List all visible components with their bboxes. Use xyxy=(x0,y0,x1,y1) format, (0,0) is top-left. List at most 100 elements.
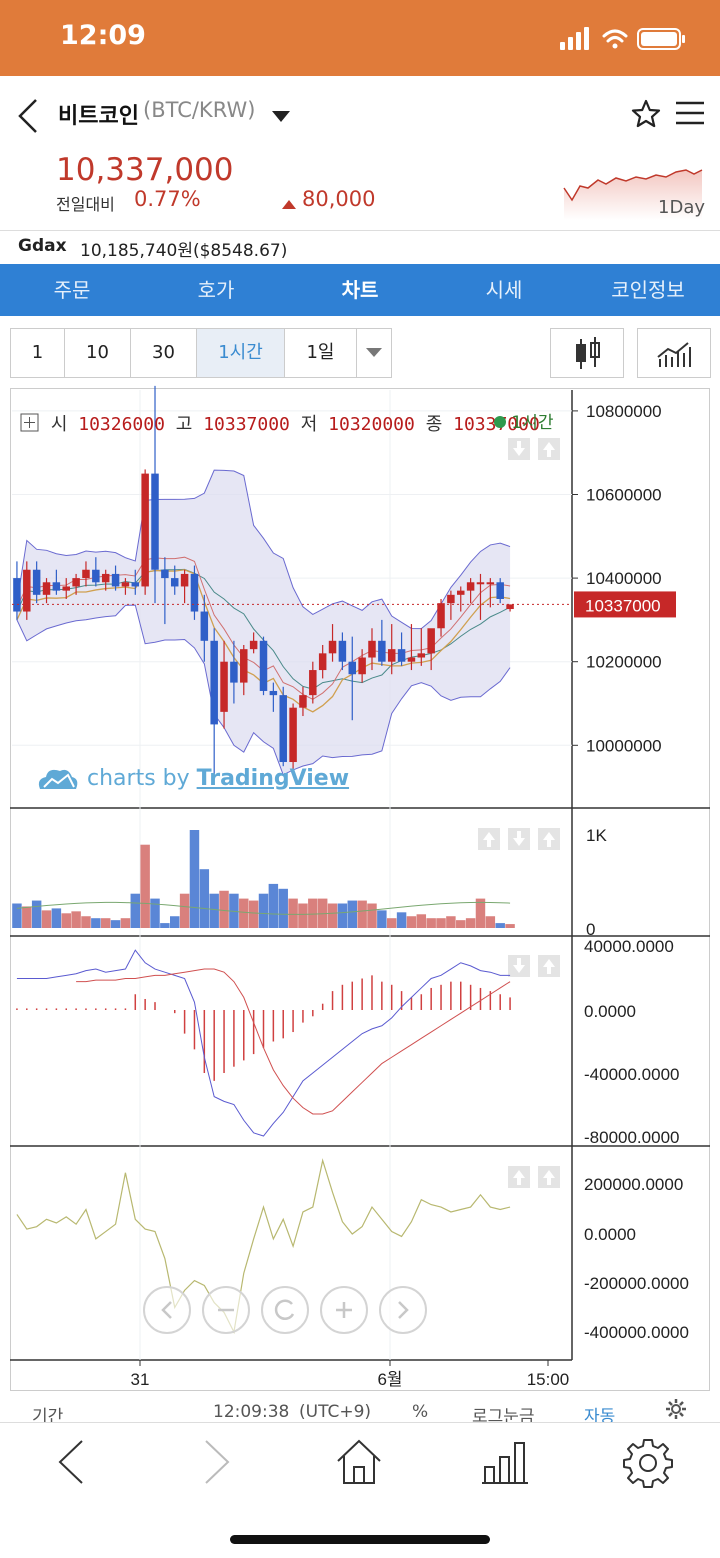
chart-settings-button[interactable] xyxy=(665,1398,687,1425)
tab-order[interactable]: 주문 xyxy=(53,278,91,302)
price-chart[interactable]: 10800000 10600000 10400000 10200000 10000000… xyxy=(0,0,720,1395)
coin-name[interactable]: 비트코인 xyxy=(58,104,139,129)
interval-1d[interactable]: 1일 xyxy=(285,329,357,377)
pane-up-button[interactable] xyxy=(538,1166,560,1188)
plus-button[interactable] xyxy=(320,1286,368,1334)
indicator-chart-icon xyxy=(657,342,691,367)
candle-body xyxy=(387,649,396,662)
candle-body xyxy=(338,640,347,662)
candle-body xyxy=(496,582,504,599)
pane-up-button[interactable] xyxy=(508,1166,530,1188)
battery-icon xyxy=(637,28,685,50)
arrow-up-icon xyxy=(543,832,555,847)
nav-market-button[interactable] xyxy=(480,1437,530,1491)
nav-back-button[interactable] xyxy=(52,1437,92,1491)
arrow-up-icon xyxy=(543,1170,555,1185)
pane-up-button[interactable] xyxy=(538,828,560,850)
candle-body xyxy=(82,569,90,579)
candle-body xyxy=(506,604,514,610)
pane-down-button[interactable] xyxy=(508,955,530,977)
volume-bar xyxy=(120,918,131,928)
interval-30[interactable]: 30 xyxy=(131,329,197,377)
arrow-up-icon xyxy=(483,832,495,847)
candle-body xyxy=(437,603,445,629)
caret-down-icon xyxy=(366,348,382,357)
candle-body xyxy=(279,695,287,763)
favorite-button[interactable] xyxy=(630,98,662,134)
volume-bar xyxy=(337,903,348,928)
volume-bar xyxy=(41,910,52,928)
tab-chart[interactable]: 차트 xyxy=(341,278,379,302)
tab-orderbook[interactable]: 호가 xyxy=(197,278,235,302)
watermark-brand[interactable]: TradingView xyxy=(196,766,350,791)
reset-icon xyxy=(274,1299,295,1320)
tab-coin-info[interactable]: 코인정보 xyxy=(611,278,685,302)
chevron-left-button[interactable] xyxy=(143,1286,191,1334)
nav-home-button[interactable] xyxy=(334,1437,384,1491)
oscillator-tick-label: -400000.0000 xyxy=(584,1323,689,1342)
candle-body xyxy=(151,473,159,570)
open-value: 10326000 xyxy=(78,414,165,435)
status-time: 12:09 xyxy=(60,20,146,51)
candle-body xyxy=(328,640,337,654)
volume-bar xyxy=(199,869,210,928)
time-tick-label: 6월 xyxy=(377,1370,402,1389)
volume-bar xyxy=(416,914,427,928)
menu-button[interactable] xyxy=(675,100,705,130)
pane-down-button[interactable] xyxy=(508,828,530,850)
change-label: 전일대비 xyxy=(56,195,115,214)
candle-body xyxy=(23,569,31,612)
interval-1[interactable]: 1 xyxy=(11,329,65,377)
candle-body xyxy=(318,653,327,671)
volume-bar xyxy=(298,903,308,928)
back-button[interactable] xyxy=(14,96,44,136)
nav-forward-button[interactable] xyxy=(196,1437,236,1491)
candle-body xyxy=(466,582,475,591)
pane-down-button[interactable] xyxy=(508,438,530,460)
pane-up-button[interactable] xyxy=(538,438,560,460)
tradingview-watermark[interactable]: charts by TradingView xyxy=(34,763,349,791)
volume-bar xyxy=(456,920,466,928)
coin-pair[interactable]: (BTC/KRW) xyxy=(143,98,256,122)
bollinger-lower xyxy=(16,604,511,776)
interval-more[interactable] xyxy=(357,329,391,377)
volume-bar xyxy=(209,893,219,928)
chevron-right-icon xyxy=(398,1301,409,1319)
volume-bar xyxy=(219,890,229,928)
volume-bar xyxy=(268,883,279,928)
minus-button[interactable] xyxy=(202,1286,250,1334)
percent-button[interactable]: % xyxy=(412,1402,429,1422)
chevron-right-button[interactable] xyxy=(379,1286,427,1334)
volume-bar xyxy=(110,920,121,928)
chevron-left-icon xyxy=(58,1440,83,1484)
caret-down-icon xyxy=(272,111,290,122)
nav-settings-button[interactable] xyxy=(622,1437,674,1493)
clock-time: 12:09:38 xyxy=(213,1402,290,1422)
ohlc-legend: 시 10326000 고 10337000 저 10320000 종 10337… xyxy=(20,410,540,436)
chart-panel[interactable] xyxy=(10,388,710,1391)
sparkline-period: 1Day xyxy=(658,197,705,218)
indicator-button[interactable] xyxy=(637,328,711,378)
up-triangle-icon xyxy=(282,200,296,209)
reset-button[interactable] xyxy=(261,1286,309,1334)
volume-bar xyxy=(12,903,22,928)
volume-tick-label: 1K xyxy=(586,826,607,845)
main-tabs: 주문 호가 차트 시세 코인정보 xyxy=(0,264,720,316)
cloud-logo-icon xyxy=(38,769,78,789)
pane-up-button[interactable] xyxy=(478,828,500,850)
oscillator-tick-label: -200000.0000 xyxy=(584,1274,689,1293)
chevron-left-icon xyxy=(161,1301,172,1319)
volume-bar xyxy=(278,888,288,928)
chart-type-button[interactable] xyxy=(550,328,624,378)
sparkline-chart[interactable] xyxy=(560,150,705,220)
coin-select-caret[interactable] xyxy=(272,108,290,127)
pane-up-button[interactable] xyxy=(538,955,560,977)
volume-bar xyxy=(91,918,101,928)
tab-quotes[interactable]: 시세 xyxy=(485,278,523,302)
volume-bar xyxy=(465,918,476,928)
interval-10[interactable]: 10 xyxy=(65,329,131,377)
candle-body xyxy=(309,670,317,696)
interval-1h[interactable]: 1시간 xyxy=(197,329,285,377)
volume-bar xyxy=(140,844,150,928)
volume-bar xyxy=(239,898,249,928)
